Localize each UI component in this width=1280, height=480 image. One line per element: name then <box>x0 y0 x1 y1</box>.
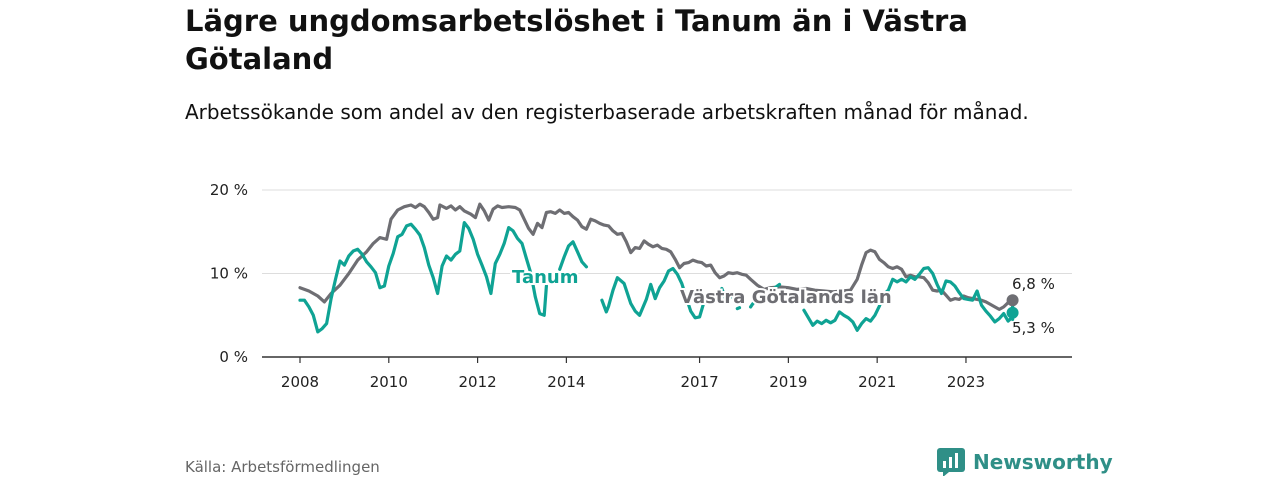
brand-logo: Newsworthy <box>937 448 1113 476</box>
chart-title: Lägre ungdomsarbetslöshet i Tanum än i V… <box>185 4 968 76</box>
gridlines <box>262 189 1072 274</box>
brand-name: Newsworthy <box>973 450 1113 474</box>
x-tick-label: 2010 <box>370 373 408 391</box>
series-line-tanum <box>558 240 588 271</box>
chart-subtitle: Arbetssökande som andel av den registerb… <box>185 100 1029 124</box>
source-note: Källa: Arbetsförmedlingen <box>185 458 380 476</box>
series-line-tanum <box>749 297 759 309</box>
series-lines <box>298 202 1019 334</box>
series-line-tanum <box>298 221 548 334</box>
end-value-label-tanum: 5,3 % <box>1012 319 1055 337</box>
y-tick-label: 0 % <box>219 348 248 366</box>
x-tick-label: 2023 <box>947 373 985 391</box>
y-tick-label: 20 % <box>210 181 248 199</box>
bar-chart-icon <box>937 448 965 476</box>
series-label-vastra-gotalands-lan: Västra Götalands län <box>680 287 892 308</box>
series-labels: Tanum Västra Götalands län 6,8 % 5,3 % <box>510 265 1055 337</box>
series-line-tanum <box>773 282 782 290</box>
end-point-tanum <box>1006 306 1019 319</box>
x-tick-label: 2012 <box>458 373 496 391</box>
series-line-tanum <box>600 266 733 320</box>
end-value-label-vastra: 6,8 % <box>1012 275 1055 293</box>
end-point-vastra <box>1006 294 1019 307</box>
x-tick-label: 2021 <box>858 373 896 391</box>
x-tick-label: 2014 <box>547 373 585 391</box>
line-chart: 0 % 10 % 20 % 2008 2010 2012 2014 2017 2019 2021 2… <box>210 181 1072 391</box>
axes: 0 % 10 % 20 % 2008 2010 2012 2014 2017 2019 2021 2… <box>210 181 1072 391</box>
x-tick-label: 2019 <box>769 373 807 391</box>
y-tick-label: 10 % <box>210 265 248 283</box>
x-tick-label: 2017 <box>680 373 718 391</box>
series-label-tanum: Tanum <box>512 267 579 288</box>
series-line-tanum <box>735 306 742 311</box>
x-tick-label: 2008 <box>281 373 319 391</box>
